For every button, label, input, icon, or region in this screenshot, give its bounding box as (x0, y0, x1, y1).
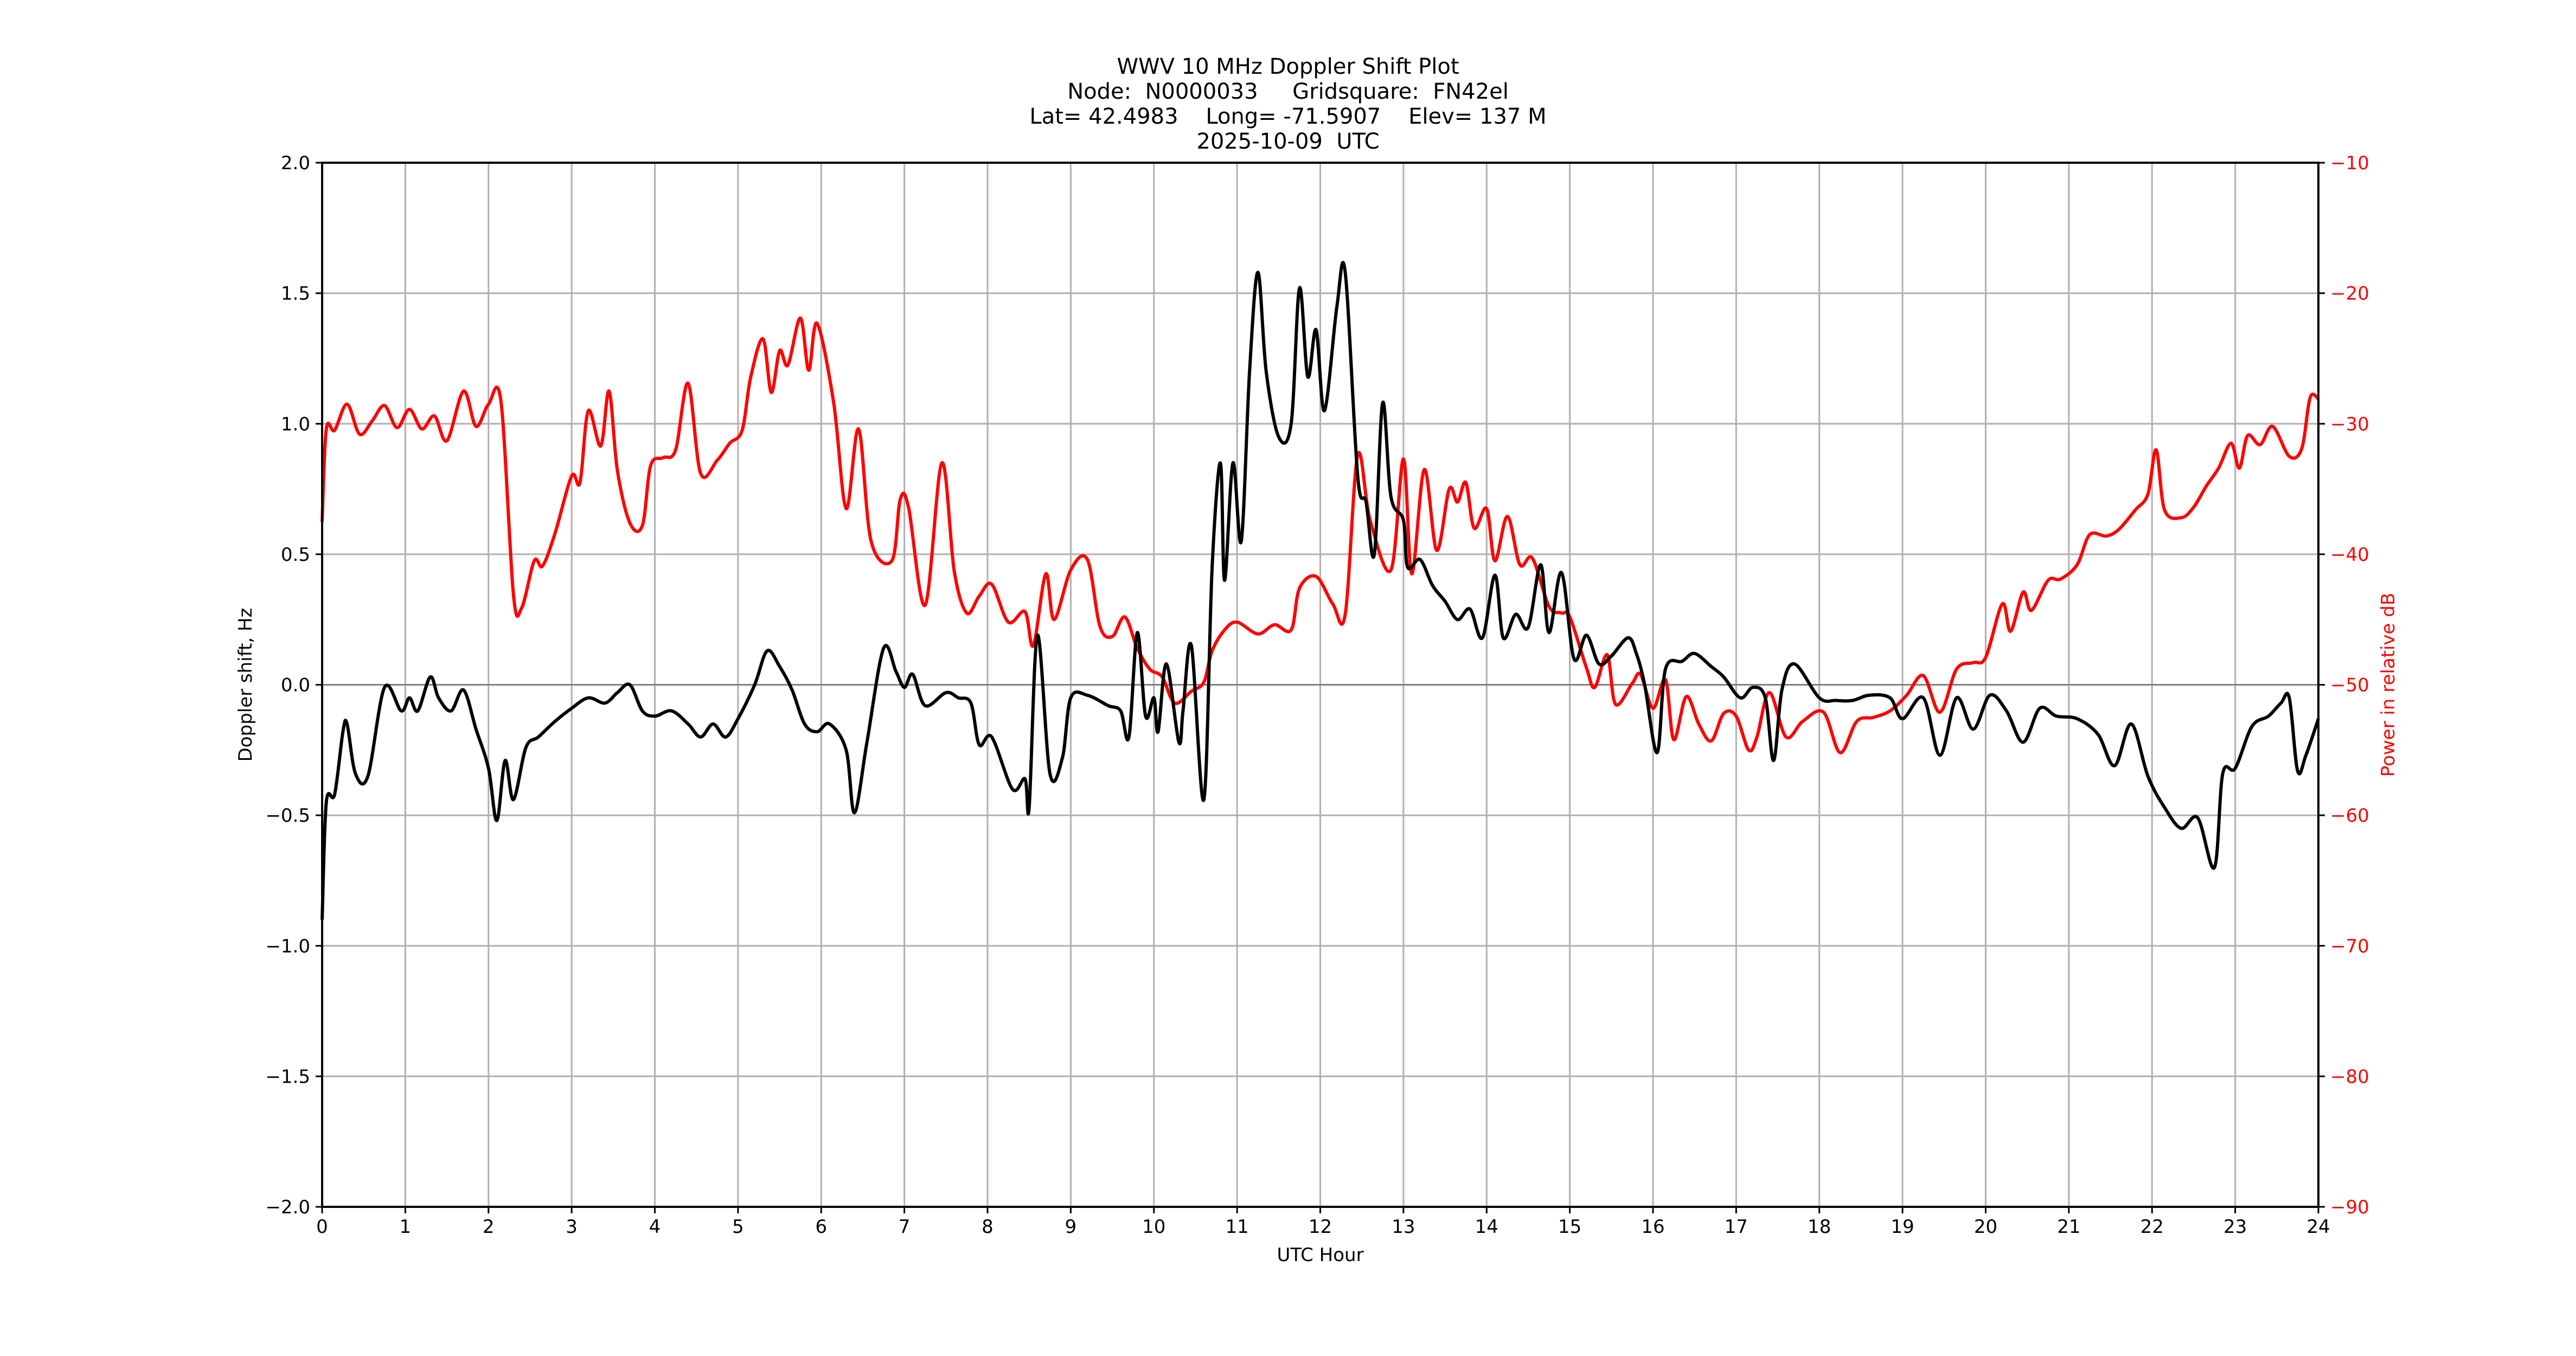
chart-subtitle-date: 2025-10-09 UTC (1196, 129, 1380, 154)
x-tick-label: 0 (316, 1216, 328, 1238)
y-right-tick-label: −80 (2330, 1066, 2369, 1088)
y-right-tick-label: −70 (2330, 936, 2369, 957)
x-tick-label: 22 (2141, 1216, 2164, 1238)
y-right-tick-label: −20 (2330, 283, 2369, 305)
y-right-tick-label: −40 (2330, 544, 2369, 566)
y-tick-label: 1.5 (281, 283, 310, 305)
x-tick-label: 13 (1392, 1216, 1415, 1238)
doppler-series-line (321, 260, 2320, 920)
x-tick-label: 14 (1475, 1216, 1498, 1238)
x-tick-label: 12 (1309, 1216, 1332, 1238)
x-tick-label: 1 (400, 1216, 412, 1238)
y-tick-label: 0.5 (281, 544, 310, 566)
x-tick-label: 21 (2057, 1216, 2080, 1238)
x-tick-label: 19 (1891, 1216, 1914, 1238)
y-tick-label: −1.0 (265, 936, 310, 957)
chart-subtitle-location: Lat= 42.4983 Long= -71.5907 Elev= 137 M (1029, 104, 1547, 129)
y-tick-label: −2.0 (265, 1197, 310, 1218)
power-series-line (321, 316, 2319, 754)
chart-title: WWV 10 MHz Doppler Shift Plot (1117, 54, 1459, 79)
y-right-tick-label: −60 (2330, 805, 2369, 827)
data-series (321, 260, 2320, 920)
x-tick-label: 4 (649, 1216, 661, 1238)
x-tick-label: 6 (815, 1216, 827, 1238)
x-tick-label: 2 (483, 1216, 495, 1238)
x-tick-label: 5 (732, 1216, 744, 1238)
y-tick-label: −1.5 (265, 1066, 310, 1088)
y-axis-label-right: Power in relative dB (2378, 593, 2399, 777)
y-right-tick-label: −50 (2330, 675, 2369, 696)
x-axis-label: UTC Hour (1277, 1244, 1363, 1266)
y-tick-label: −0.5 (265, 805, 310, 827)
x-tick-label: 17 (1725, 1216, 1748, 1238)
x-tick-label: 9 (1065, 1216, 1077, 1238)
x-tick-label: 10 (1142, 1216, 1165, 1238)
x-tick-label: 7 (899, 1216, 911, 1238)
y-right-tick-label: −10 (2330, 152, 2369, 174)
y-tick-label: 0.0 (281, 675, 310, 696)
x-tick-label: 11 (1225, 1216, 1248, 1238)
x-tick-label: 23 (2223, 1216, 2247, 1238)
y-tick-label: 1.0 (281, 413, 310, 435)
x-tick-label: 8 (982, 1216, 994, 1238)
x-tick-label: 18 (1808, 1216, 1831, 1238)
x-tick-label: 15 (1558, 1216, 1581, 1238)
x-tick-label: 16 (1641, 1216, 1664, 1238)
y-tick-label: 2.0 (281, 152, 310, 174)
axis-ticks: 0 1 2 3 4 5 6 7 8 9 10 11 12 13 14 15 16 17 18 19 20 21 22 23 24… (265, 152, 2369, 1238)
x-tick-label: 24 (2306, 1216, 2330, 1238)
y-axis-label-left: Doppler shift, Hz (235, 608, 257, 762)
y-right-tick-label: −90 (2330, 1197, 2369, 1218)
x-tick-label: 20 (1974, 1216, 1997, 1238)
chart-subtitle-node: Node: N0000033 Gridsquare: FN42el (1067, 79, 1509, 104)
y-right-tick-label: −30 (2330, 413, 2369, 435)
grid-lines (321, 162, 2319, 1208)
x-tick-label: 3 (566, 1216, 578, 1238)
